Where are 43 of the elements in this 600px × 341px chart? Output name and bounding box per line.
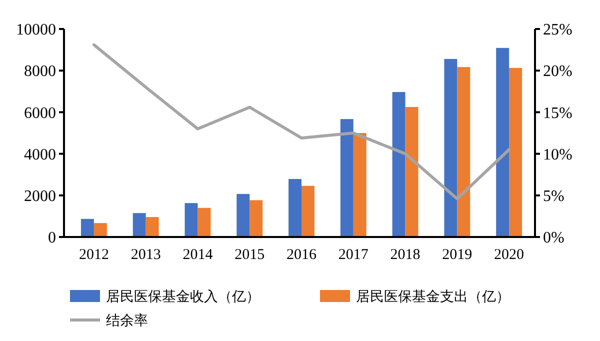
y2-tick-label: 0% <box>543 230 564 247</box>
x-tick-label: 2017 <box>338 247 369 263</box>
y2-tick-label: 5% <box>543 188 564 205</box>
bar <box>353 133 366 237</box>
y-tick-label: 8000 <box>24 63 56 80</box>
bar <box>288 178 302 237</box>
line-series <box>92 43 511 200</box>
legend-label: 居民医保基金支出（亿） <box>356 288 510 305</box>
bar <box>80 218 94 237</box>
bar <box>302 186 314 237</box>
bar <box>340 119 354 237</box>
y-tick-label: 4000 <box>24 146 56 164</box>
x-tick-label: 2012 <box>78 247 109 263</box>
x-tick-label: 2013 <box>130 247 161 263</box>
bar <box>146 217 159 237</box>
y2-tick-label: 10% <box>543 146 572 164</box>
bar <box>132 213 146 237</box>
y-tick-label: 6000 <box>24 104 56 122</box>
bar <box>250 200 263 237</box>
bar <box>405 107 418 237</box>
y-tick-label: 0 <box>48 230 56 247</box>
bar <box>198 208 211 237</box>
x-tick-label: 2016 <box>286 247 317 263</box>
x-tick-label: 2014 <box>182 247 214 263</box>
y2-tick-label: 15% <box>543 104 572 122</box>
x-tick-label: 2020 <box>494 247 524 263</box>
bar <box>457 67 470 237</box>
bar <box>392 92 406 237</box>
x-tick-label: 2015 <box>234 247 265 263</box>
y2-tick-label: 20% <box>543 63 572 80</box>
bar <box>236 194 250 237</box>
bar <box>94 223 107 237</box>
bar <box>184 203 198 237</box>
legend-label: 居民医保基金收入（亿） <box>106 288 260 305</box>
x-tick-label: 2019 <box>442 247 472 263</box>
bar <box>444 58 458 237</box>
bar <box>509 68 522 237</box>
x-tick-label: 2018 <box>390 247 420 263</box>
y-tick-label: 10000 <box>16 22 56 39</box>
y-tick-label: 2000 <box>24 188 56 205</box>
bar <box>496 48 510 237</box>
y2-tick-label: 25% <box>543 22 572 39</box>
legend-label: 结余率 <box>106 312 148 329</box>
